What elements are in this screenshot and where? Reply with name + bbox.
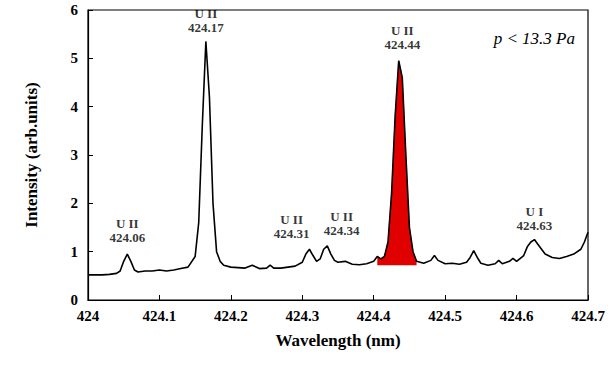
svg-text:5: 5 bbox=[71, 50, 79, 66]
svg-text:424.6: 424.6 bbox=[500, 308, 534, 324]
svg-text:p < 13.3 Pa: p < 13.3 Pa bbox=[493, 29, 575, 48]
svg-text:4: 4 bbox=[71, 99, 79, 115]
svg-text:U II: U II bbox=[330, 209, 353, 224]
svg-text:424.31: 424.31 bbox=[274, 226, 310, 241]
svg-text:424.44: 424.44 bbox=[384, 37, 420, 52]
svg-text:424.06: 424.06 bbox=[109, 230, 145, 245]
svg-text:424.34: 424.34 bbox=[324, 223, 360, 238]
svg-text:U II: U II bbox=[194, 6, 217, 21]
svg-text:424.17: 424.17 bbox=[188, 20, 224, 35]
svg-text:424.2: 424.2 bbox=[214, 308, 248, 324]
svg-text:424: 424 bbox=[77, 308, 100, 324]
svg-text:U II: U II bbox=[280, 212, 303, 227]
svg-text:U II: U II bbox=[116, 216, 139, 231]
svg-text:424.5: 424.5 bbox=[428, 308, 462, 324]
svg-text:424.4: 424.4 bbox=[357, 308, 391, 324]
svg-text:424.7: 424.7 bbox=[571, 308, 605, 324]
svg-text:Intensity (arb.units): Intensity (arb.units) bbox=[22, 82, 41, 227]
svg-text:1: 1 bbox=[71, 244, 79, 260]
svg-text:424.63: 424.63 bbox=[517, 218, 553, 233]
svg-text:0: 0 bbox=[71, 292, 79, 308]
svg-text:424.3: 424.3 bbox=[285, 308, 319, 324]
svg-text:2: 2 bbox=[71, 195, 79, 211]
svg-text:U I: U I bbox=[526, 204, 544, 219]
svg-text:U II: U II bbox=[391, 23, 414, 38]
svg-text:424.1: 424.1 bbox=[143, 308, 177, 324]
svg-text:Wavelength (nm): Wavelength (nm) bbox=[275, 331, 400, 350]
svg-text:6: 6 bbox=[71, 2, 79, 18]
svg-text:3: 3 bbox=[71, 147, 79, 163]
